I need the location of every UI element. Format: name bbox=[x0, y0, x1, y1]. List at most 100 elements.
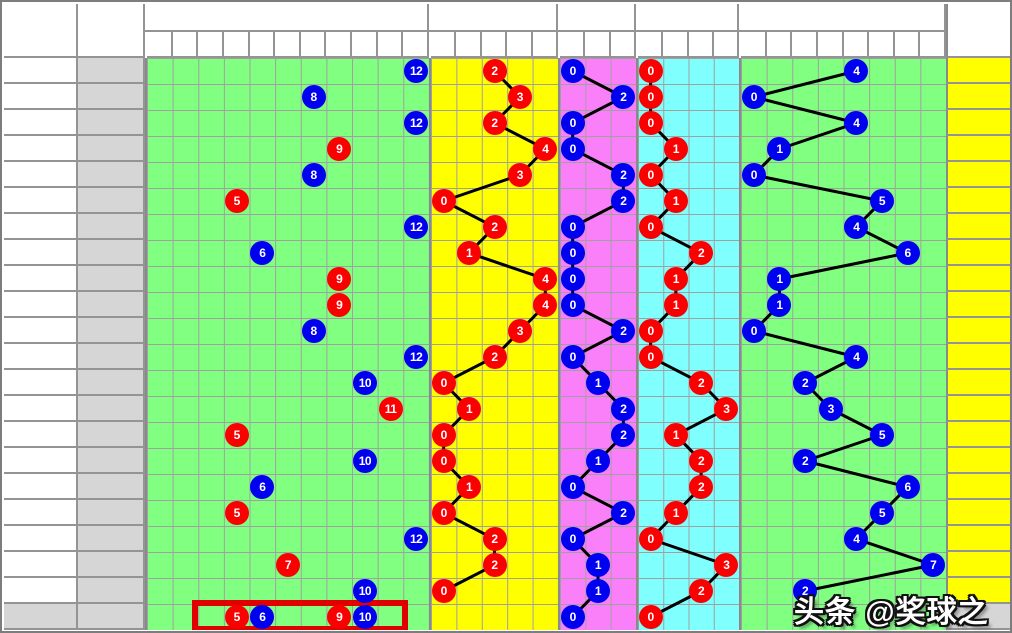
ball-main: 12 bbox=[404, 59, 429, 83]
ball-div4: 0 bbox=[638, 85, 663, 109]
ball-div4: 1 bbox=[663, 293, 688, 317]
right-value-cell bbox=[946, 578, 1010, 604]
value-cell bbox=[78, 84, 145, 110]
selection-ball[interactable]: 9 bbox=[327, 605, 352, 629]
ball-div4: 2 bbox=[689, 371, 714, 395]
ball-div8: 0 bbox=[741, 85, 766, 109]
ball-div5: 3 bbox=[507, 319, 532, 343]
period-cell bbox=[4, 318, 78, 344]
ball-div5: 2 bbox=[482, 215, 507, 239]
ball-div8: 2 bbox=[793, 449, 818, 473]
value-cell bbox=[78, 500, 145, 526]
column-header bbox=[741, 32, 767, 58]
column-header bbox=[456, 32, 482, 58]
period-cell bbox=[4, 526, 78, 552]
ball-div8: 3 bbox=[818, 397, 843, 421]
right-value-cell bbox=[946, 318, 1010, 344]
ball-div4: 0 bbox=[638, 163, 663, 187]
period-cell bbox=[4, 162, 78, 188]
value-cell bbox=[78, 552, 145, 578]
column-header bbox=[223, 32, 250, 58]
ball-main: 5 bbox=[224, 423, 249, 447]
ball-div4: 2 bbox=[689, 449, 714, 473]
ball-div5: 2 bbox=[482, 345, 507, 369]
right-value-column-header bbox=[946, 4, 1010, 58]
ball-main: 10 bbox=[352, 371, 377, 395]
value-column-header bbox=[78, 4, 145, 58]
ball-div4: 0 bbox=[638, 59, 663, 83]
value-cell bbox=[78, 318, 145, 344]
ball-div5: 1 bbox=[457, 241, 482, 265]
ball-main: 5 bbox=[224, 501, 249, 525]
ball-div4: 1 bbox=[663, 189, 688, 213]
ball-div3: 0 bbox=[560, 267, 585, 291]
period-cell bbox=[4, 344, 78, 370]
selection-ball-div4[interactable]: 0 bbox=[638, 605, 663, 629]
period-column-header bbox=[4, 4, 78, 58]
right-value-cell bbox=[946, 526, 1010, 552]
column-header bbox=[403, 32, 429, 58]
selection-row-label bbox=[4, 604, 78, 630]
selection-ball[interactable]: 6 bbox=[250, 605, 275, 629]
ball-div5: 1 bbox=[457, 397, 482, 421]
ball-div3: 0 bbox=[560, 475, 585, 499]
ball-div5: 0 bbox=[431, 579, 456, 603]
value-cell bbox=[78, 110, 145, 136]
column-header bbox=[894, 32, 921, 58]
right-value-cell bbox=[946, 370, 1010, 396]
bottom-partial-row bbox=[2, 630, 1010, 631]
column-header bbox=[610, 32, 636, 58]
ball-main: 9 bbox=[327, 267, 352, 291]
right-value-cell bbox=[946, 266, 1010, 292]
value-cell bbox=[78, 240, 145, 266]
ball-div5: 2 bbox=[482, 553, 507, 577]
period-cell bbox=[4, 292, 78, 318]
ball-div3: 1 bbox=[586, 579, 610, 603]
ball-div8: 6 bbox=[895, 475, 920, 499]
value-cell bbox=[78, 292, 145, 318]
period-cell bbox=[4, 500, 78, 526]
group-header-main bbox=[145, 4, 429, 32]
ball-div5: 0 bbox=[431, 423, 456, 447]
column-header bbox=[869, 32, 895, 58]
period-cell bbox=[4, 578, 78, 604]
ball-div3: 1 bbox=[586, 553, 610, 577]
ball-div4: 0 bbox=[638, 111, 663, 135]
right-value-cell bbox=[946, 500, 1010, 526]
ball-div4: 0 bbox=[638, 345, 663, 369]
ball-div8: 2 bbox=[793, 579, 818, 603]
value-cell bbox=[78, 188, 145, 214]
ball-div4: 1 bbox=[663, 267, 688, 291]
ball-div4: 0 bbox=[638, 319, 663, 343]
period-cell bbox=[4, 110, 78, 136]
ball-main: 8 bbox=[301, 319, 326, 343]
ball-div8: 5 bbox=[869, 501, 894, 525]
ball-div5: 2 bbox=[482, 59, 507, 83]
group-header-div5 bbox=[429, 4, 558, 32]
selection-ball-div3[interactable]: 0 bbox=[560, 605, 585, 629]
ball-main: 11 bbox=[378, 397, 403, 421]
ball-main: 7 bbox=[276, 553, 300, 577]
value-cell bbox=[78, 578, 145, 604]
column-header bbox=[431, 32, 457, 58]
right-value-cell bbox=[946, 240, 1010, 266]
period-cell bbox=[4, 370, 78, 396]
ball-div4: 2 bbox=[689, 579, 714, 603]
column-header bbox=[198, 32, 224, 58]
column-header bbox=[147, 32, 173, 58]
ball-div3: 1 bbox=[586, 371, 610, 395]
right-value-cell bbox=[946, 474, 1010, 500]
ball-main: 9 bbox=[327, 293, 352, 317]
selection-ball[interactable]: 10 bbox=[352, 605, 377, 629]
period-cell bbox=[4, 266, 78, 292]
ball-div5: 2 bbox=[482, 527, 507, 551]
period-cell bbox=[4, 214, 78, 240]
ball-div3: 0 bbox=[560, 59, 585, 83]
column-header bbox=[713, 32, 739, 58]
selection-ball[interactable]: 5 bbox=[224, 605, 249, 629]
ball-div8: 0 bbox=[741, 319, 766, 343]
column-header bbox=[352, 32, 378, 58]
ball-div8: 2 bbox=[793, 371, 818, 395]
ball-div4: 1 bbox=[663, 501, 688, 525]
column-header bbox=[817, 32, 844, 58]
